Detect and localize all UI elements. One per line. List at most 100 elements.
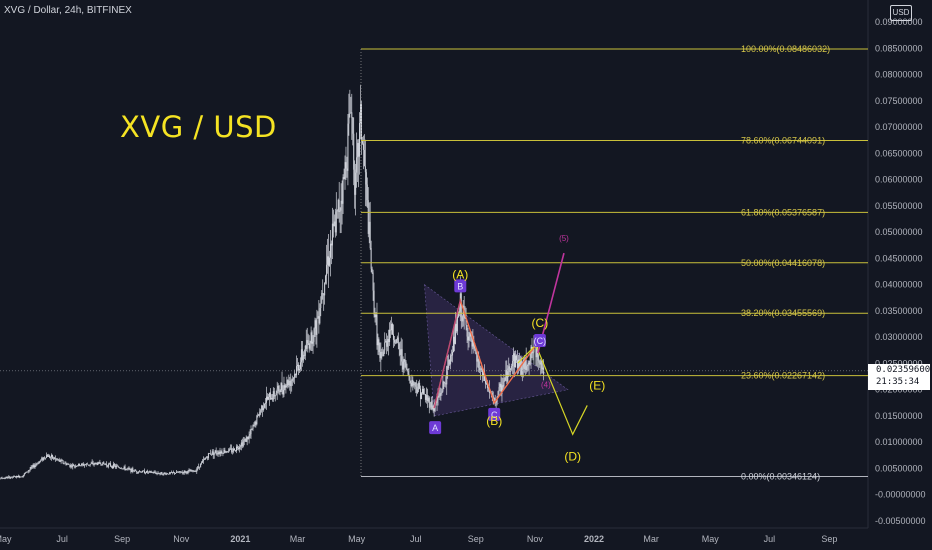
candle-body (157, 472, 159, 474)
candle-body (495, 402, 497, 404)
wave-c-paren-label: (C) (532, 316, 549, 330)
candle-body (203, 459, 205, 461)
candle-body (482, 368, 484, 376)
fib-level-label: 23.60%(0.02267142) (741, 371, 825, 381)
candle-body (353, 133, 355, 170)
candle-body (296, 366, 298, 376)
candle-body (212, 451, 214, 456)
candle-body (258, 414, 260, 416)
candle-body (102, 462, 104, 466)
candle-body (475, 349, 477, 354)
candle-body (341, 200, 343, 204)
candle-body (154, 472, 156, 473)
candle-body (375, 314, 377, 318)
candle-body (315, 320, 317, 335)
candle-body (6, 477, 8, 479)
candle-body (74, 465, 76, 467)
candle-body (339, 210, 341, 212)
candle-body (41, 458, 43, 460)
candle-body (415, 382, 417, 387)
candle-body (153, 472, 155, 474)
candle-body (335, 211, 337, 233)
candle-body (483, 370, 485, 376)
candle-body (135, 470, 137, 472)
candle-body (321, 293, 323, 304)
candle-body (204, 459, 206, 460)
candle-body (210, 453, 212, 455)
candle-body (333, 221, 335, 227)
candle-body (76, 465, 78, 467)
purple-ab-overlay (433, 300, 461, 409)
candle-body (336, 210, 338, 212)
candle-body (477, 359, 479, 362)
candle-body (367, 200, 369, 234)
candle-body (414, 382, 416, 384)
candle-body (67, 464, 69, 465)
candle-body (394, 342, 396, 344)
candle-body (427, 397, 429, 402)
candle-body (398, 343, 400, 350)
candle-body (325, 275, 327, 283)
candle-body (286, 380, 288, 386)
candle-body (146, 471, 148, 473)
x-tick-label: Sep (114, 534, 130, 544)
candle-body (458, 311, 460, 313)
candle-body (404, 359, 406, 362)
candle-body (263, 407, 265, 411)
candle-body (527, 362, 529, 367)
candle-body (80, 465, 82, 466)
candle-body (391, 323, 393, 335)
x-tick-label: Jul (56, 534, 68, 544)
candle-body (68, 464, 70, 466)
candle-body (113, 464, 115, 466)
candle-body (304, 345, 306, 356)
candle-body (272, 391, 274, 400)
candle-body (134, 470, 136, 472)
candle-body (422, 388, 424, 394)
y-tick-label: 0.03500000 (875, 306, 923, 316)
wave-c-label: C (491, 410, 498, 420)
candle-body (65, 462, 67, 465)
candle-body (441, 391, 443, 394)
candle-body (116, 465, 118, 467)
candle-body (235, 450, 237, 452)
fib-level-label: 61.80%(0.05376587) (741, 207, 825, 217)
candle-body (38, 461, 40, 465)
candle-body (519, 360, 521, 367)
candle-body (33, 465, 35, 468)
symbol-header: XVG / Dollar, 24h, BITFINEX (4, 5, 132, 16)
candle-body (297, 364, 299, 367)
candle-body (269, 392, 271, 400)
candle-body (324, 282, 326, 296)
y-tick-label: -0.00500000 (875, 516, 926, 526)
candle-body (260, 410, 262, 412)
candle-body (180, 472, 182, 473)
candle-body (85, 463, 87, 465)
candle-body (385, 340, 387, 343)
candle-body (416, 386, 418, 393)
candle-body (466, 325, 468, 337)
x-tick-label: Jul (764, 534, 776, 544)
candle-body (523, 360, 525, 370)
candle-body (45, 457, 47, 459)
candle-body (359, 123, 361, 157)
candle-body (58, 459, 60, 461)
candle-body (188, 470, 190, 471)
candle-body (376, 314, 378, 346)
wave-4-label: (4) (541, 380, 551, 389)
candle-body (319, 308, 321, 324)
candle-body (88, 464, 90, 466)
y-tick-label: 0.07000000 (875, 122, 923, 132)
candle-body (125, 468, 127, 470)
candle-body (517, 359, 519, 369)
candle-body (433, 406, 435, 411)
candle-body (266, 396, 268, 400)
currency-button[interactable]: USD (890, 5, 912, 21)
annotation-title: XVG / USD (120, 110, 277, 144)
candle-body (199, 466, 201, 468)
candle-body (298, 364, 299, 371)
candle-body (425, 395, 427, 400)
candle-body (356, 157, 358, 173)
candle-body (176, 471, 178, 473)
